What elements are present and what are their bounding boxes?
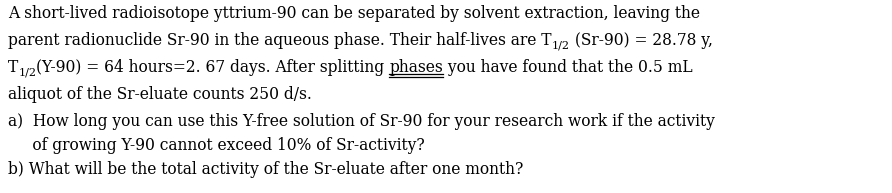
Text: b) What will be the total activity of the Sr-eluate after one month?: b) What will be the total activity of th… xyxy=(8,161,524,178)
Text: 1/2: 1/2 xyxy=(18,68,37,78)
Text: T: T xyxy=(8,59,18,76)
Text: phases: phases xyxy=(389,59,443,76)
Text: parent radionuclide Sr-90 in the aqueous phase. Their half-lives are T: parent radionuclide Sr-90 in the aqueous… xyxy=(8,32,551,49)
Text: (Y-90) = 64 hours=2. 67 days. After splitting: (Y-90) = 64 hours=2. 67 days. After spli… xyxy=(37,59,389,76)
Text: A short-lived radioisotope yttrium-90 can be separated by solvent extraction, le: A short-lived radioisotope yttrium-90 ca… xyxy=(8,5,700,22)
Text: (Sr-90) = 28.78 y,: (Sr-90) = 28.78 y, xyxy=(569,32,713,49)
Text: of growing Y-90 cannot exceed 10% of Sr-activity?: of growing Y-90 cannot exceed 10% of Sr-… xyxy=(8,137,425,154)
Text: a)  How long you can use this Y-free solution of Sr-90 for your research work if: a) How long you can use this Y-free solu… xyxy=(8,113,714,130)
Text: you have found that the 0.5 mL: you have found that the 0.5 mL xyxy=(443,59,692,76)
Text: aliquot of the Sr-eluate counts 250 d/s.: aliquot of the Sr-eluate counts 250 d/s. xyxy=(8,86,312,103)
Text: 1/2: 1/2 xyxy=(551,41,569,51)
